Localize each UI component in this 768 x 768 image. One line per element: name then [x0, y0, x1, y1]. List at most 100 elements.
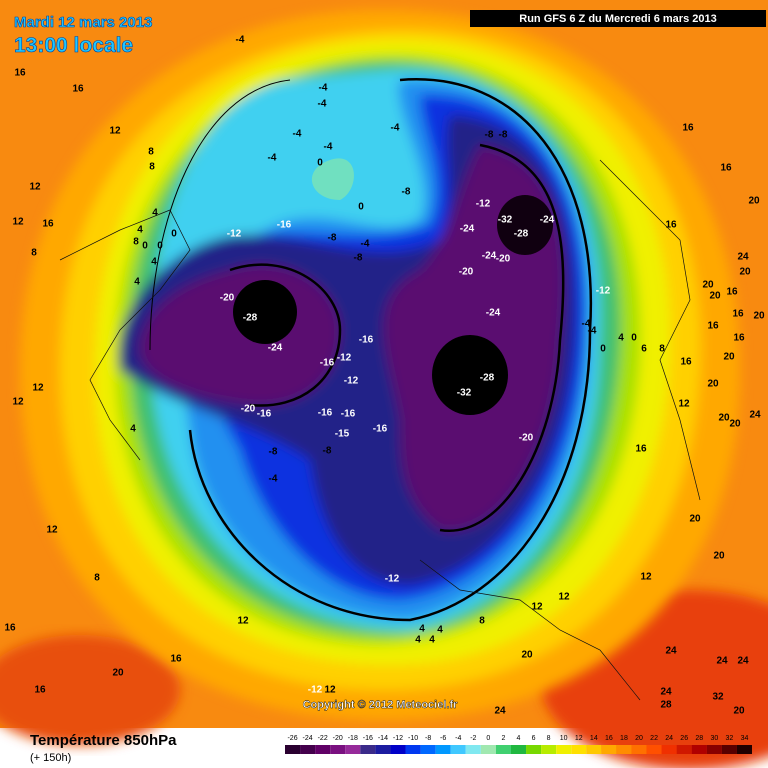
- color-swatch: [556, 745, 572, 754]
- contour-label: 4: [137, 225, 143, 236]
- contour-label: 4: [437, 625, 443, 636]
- contour-label: -4: [319, 83, 328, 94]
- contour-label: -15: [335, 429, 350, 440]
- color-swatch: [721, 745, 737, 754]
- color-swatch: [510, 745, 527, 754]
- colorbar-tick-label: -2: [470, 735, 476, 742]
- colorbar-tick-label: -22: [318, 735, 328, 742]
- contour-label: 32: [712, 692, 724, 703]
- colorbar-tick-label: 4: [517, 735, 521, 742]
- contour-label: 16: [14, 68, 26, 79]
- contour-label: -8: [323, 446, 332, 457]
- contour-label: 20: [729, 419, 741, 430]
- contour-label: -4: [269, 474, 278, 485]
- contour-label: 24: [749, 410, 761, 421]
- contour-label: 12: [29, 182, 41, 193]
- footer-lead: (+ 150h): [30, 752, 71, 764]
- colorbar-tick-label: 0: [486, 735, 490, 742]
- color-swatch: [330, 745, 346, 754]
- contour-label: 20: [723, 352, 735, 363]
- contour-label: -12: [337, 353, 352, 364]
- colorbar: -26 -24 -22 -20 -18 -16 -14 -12 -10 -8 -6 -4 -2 0 2 4 6 8…: [285, 735, 752, 754]
- contour-label: 12: [109, 126, 121, 137]
- contour-label: 0: [317, 158, 323, 169]
- contour-label: -16: [320, 358, 335, 369]
- contour-label: 16: [170, 654, 182, 665]
- contour-label: -16: [277, 220, 292, 231]
- contour-label: -16: [373, 424, 388, 435]
- contour-label: 4: [618, 333, 624, 344]
- color-swatch: [586, 745, 602, 754]
- color-swatch: [315, 745, 331, 754]
- color-swatch: [360, 745, 376, 754]
- colorbar-tick-label: -24: [303, 735, 313, 742]
- contour-label: 12: [678, 399, 690, 410]
- contour-label: 16: [707, 321, 719, 332]
- color-swatch: [405, 745, 421, 754]
- colorbar-tick-label: 6: [532, 735, 536, 742]
- contour-label: 20: [702, 280, 714, 291]
- contour-label: -8: [485, 130, 494, 141]
- contour-label: 16: [34, 685, 46, 696]
- contour-label: 20: [718, 413, 730, 424]
- contour-label: 16: [72, 84, 84, 95]
- contour-label: -24: [482, 251, 497, 262]
- color-swatch: [646, 745, 662, 754]
- colorbar-tick-label: 34: [741, 735, 749, 742]
- contour-label: 4: [151, 257, 157, 268]
- contour-label: 24: [716, 656, 728, 667]
- contour-label: -8: [354, 253, 363, 264]
- colorbar-tick-label: 22: [650, 735, 658, 742]
- contour-label: -4: [391, 123, 400, 134]
- contour-label: 8: [149, 162, 155, 173]
- color-swatch: [526, 745, 542, 754]
- contour-label: 8: [659, 344, 665, 355]
- contour-label: -32: [457, 388, 472, 399]
- contour-label: -12: [344, 376, 359, 387]
- colorbar-tick-label: -6: [440, 735, 446, 742]
- color-swatch: [345, 745, 361, 754]
- colorbar-tick-label: 26: [680, 735, 688, 742]
- contour-label: 0: [600, 344, 606, 355]
- contour-label: -12: [476, 199, 491, 210]
- contour-label: 0: [142, 241, 148, 252]
- colorbar-tick-label: 20: [635, 735, 643, 742]
- footer-title: Température 850hPa: [30, 732, 177, 749]
- contour-label: 20: [709, 291, 721, 302]
- contour-label: 24: [665, 646, 677, 657]
- contour-label: 8: [31, 248, 37, 259]
- color-swatch: [571, 745, 587, 754]
- colorbar-tick-label: -12: [393, 735, 403, 742]
- color-swatch: [661, 745, 677, 754]
- contour-label: -4: [293, 129, 302, 140]
- contour-label: -20: [241, 404, 256, 415]
- contour-label: -20: [459, 267, 474, 278]
- colorbar-tick-label: 24: [665, 735, 673, 742]
- colorbar-tick-label: 2: [501, 735, 505, 742]
- contour-label: -8: [328, 233, 337, 244]
- contour-label: 16: [4, 623, 16, 634]
- contour-label: 16: [665, 220, 677, 231]
- color-swatch: [435, 745, 451, 754]
- contour-label: 16: [726, 287, 738, 298]
- contour-label: 4: [134, 277, 140, 288]
- colorbar-tick-label: 30: [710, 735, 718, 742]
- contour-label: -4: [588, 326, 597, 337]
- color-swatch: [300, 745, 316, 754]
- contour-label: 0: [157, 241, 163, 252]
- color-swatch: [375, 745, 391, 754]
- contour-label: 8: [133, 237, 139, 248]
- contour-label: -24: [460, 224, 475, 235]
- contour-label: 24: [737, 656, 749, 667]
- contour-label: 12: [531, 602, 543, 613]
- color-swatch: [691, 745, 707, 754]
- contour-label: 0: [631, 333, 637, 344]
- contour-label: -28: [480, 373, 495, 384]
- contour-label: -8: [269, 447, 278, 458]
- contour-label: 20: [748, 196, 760, 207]
- contour-label: 16: [680, 357, 692, 368]
- contour-label: -16: [257, 409, 272, 420]
- color-swatch: [285, 745, 301, 754]
